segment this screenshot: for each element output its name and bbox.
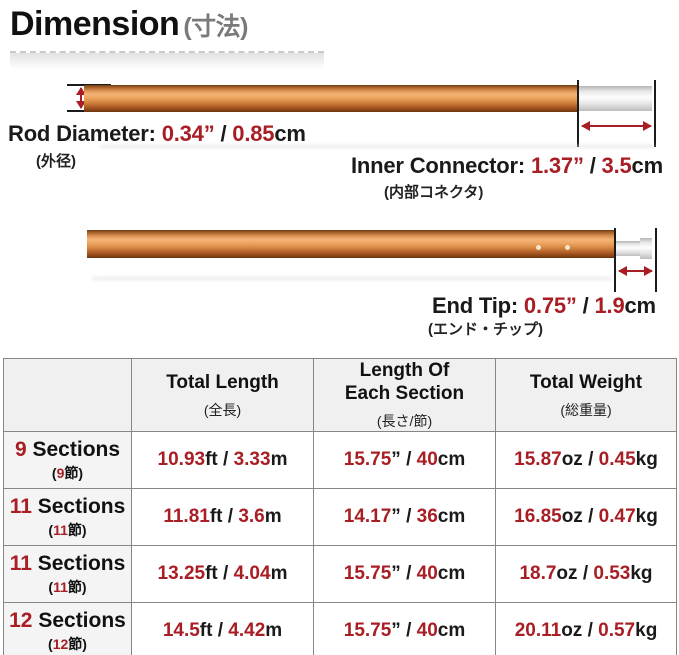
total-weight-cell: 18.7oz / 0.53kg <box>495 545 677 603</box>
rod-diameter-annotation-jp: (外径) <box>36 153 76 170</box>
total-length-cell: 10.93ft / 3.33m <box>131 431 314 489</box>
inner-connector-image <box>578 86 652 111</box>
connector-extent-line-right <box>654 80 656 147</box>
inner-connector-annotation-jp: (内部コネクタ) <box>384 184 484 201</box>
tip-width-arrow-icon <box>618 266 653 276</box>
total-length-cell: 11.81ft / 3.6m <box>131 488 314 546</box>
section-length-cell: 14.17” / 36cm <box>313 488 496 546</box>
row-label: 11 Sections (11節) <box>3 545 132 603</box>
col-header-total-weight: Total Weight (総重量) <box>495 358 677 432</box>
tip-extent-line-left <box>614 228 616 292</box>
spec-table: Total Length (全長) Length Of Each Section… <box>3 358 677 655</box>
total-weight-cell: 16.85oz / 0.47kg <box>495 488 677 546</box>
page-title: Dimension <box>10 5 180 43</box>
rod-image-top <box>84 85 578 112</box>
tip-extent-line-right <box>655 228 657 292</box>
page-title-jp: (寸法) <box>183 13 248 41</box>
total-length-cell: 14.5ft / 4.42m <box>131 602 314 655</box>
rod-hole-dot <box>565 245 570 250</box>
table-row: 11 Sections (11節) 11.81ft / 3.6m 14.17” … <box>3 488 677 546</box>
col-header-section-length: Length Of Each Section (長さ/節) <box>313 358 496 432</box>
table-row: 12 Sections (12節) 14.5ft / 4.42m 15.75” … <box>3 602 677 655</box>
row-label: 12 Sections (12節) <box>3 602 132 655</box>
title-block: Dimension (寸法) <box>10 2 324 70</box>
diameter-arrow-icon <box>76 87 86 109</box>
total-weight-cell: 20.11oz / 0.57kg <box>495 602 677 655</box>
rod-image-bottom <box>87 230 615 258</box>
connector-width-arrow-icon <box>581 121 652 131</box>
table-row: 9 Sections (9節) 10.93ft / 3.33m 15.75” /… <box>3 431 677 489</box>
section-length-cell: 15.75” / 40cm <box>313 431 496 489</box>
col-header-total-length: Total Length (全長) <box>131 358 314 432</box>
row-label: 9 Sections (9節) <box>3 431 132 489</box>
table-row: 11 Sections (11節) 13.25ft / 4.04m 15.75”… <box>3 545 677 603</box>
end-tip-image <box>616 241 641 256</box>
table-header-row: Total Length (全長) Length Of Each Section… <box>3 358 677 432</box>
rod-bottom-shadow <box>92 277 612 280</box>
connector-extent-line-left <box>577 80 579 147</box>
end-tip-rim <box>640 238 652 259</box>
inner-connector-annotation: Inner Connector: 1.37” / 3.5cm <box>351 153 663 178</box>
end-tip-annotation: End Tip: 0.75” / 1.9cm <box>432 293 656 318</box>
end-tip-annotation-jp: (エンド・チップ) <box>428 321 543 338</box>
row-label: 11 Sections (11節) <box>3 488 132 546</box>
rod-top-shadow <box>100 145 655 148</box>
corner-cell <box>3 358 132 432</box>
section-length-cell: 15.75” / 40cm <box>313 602 496 655</box>
total-length-cell: 13.25ft / 4.04m <box>131 545 314 603</box>
total-weight-cell: 15.87oz / 0.45kg <box>495 431 677 489</box>
rod-diameter-annotation: Rod Diameter: 0.34” / 0.85cm <box>8 121 306 146</box>
title-underline <box>10 51 324 70</box>
rod-hole-dot <box>536 245 541 250</box>
section-length-cell: 15.75” / 40cm <box>313 545 496 603</box>
